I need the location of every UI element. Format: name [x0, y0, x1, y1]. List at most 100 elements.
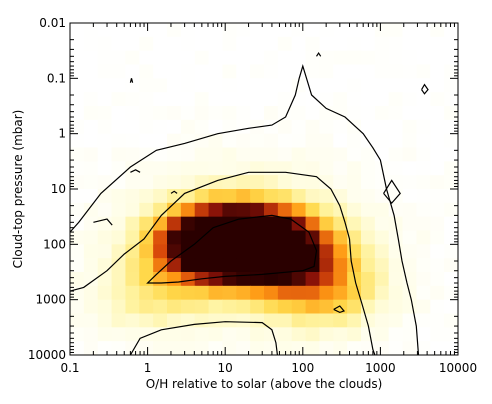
- heatmap-cell: [139, 119, 154, 135]
- heatmap-cell: [333, 341, 348, 355]
- heatmap-cell: [333, 189, 348, 204]
- heatmap-cell: [319, 119, 334, 135]
- heatmap-cell: [97, 147, 113, 162]
- heatmap-cell: [374, 36, 390, 52]
- heatmap-cell: [361, 36, 376, 52]
- heatmap-cell: [333, 202, 348, 218]
- heatmap-cell: [277, 23, 293, 38]
- heatmap-cell: [97, 119, 113, 135]
- heatmap-cell: [167, 175, 182, 190]
- heatmap-cell: [277, 92, 293, 107]
- heatmap-cell: [444, 50, 458, 66]
- heatmap-cell: [208, 175, 224, 190]
- heatmap-cell: [333, 258, 348, 273]
- heatmap-cell: [180, 216, 196, 232]
- heatmap-cell: [430, 133, 445, 149]
- heatmap-cell: [111, 78, 127, 93]
- heatmap-cell: [208, 119, 224, 135]
- heatmap-cell: [194, 133, 210, 149]
- heatmap-cell: [194, 189, 210, 204]
- heatmap-cell: [374, 119, 390, 135]
- heatmap-cell: [402, 161, 418, 176]
- heatmap-cell: [180, 133, 196, 149]
- heatmap-cell: [83, 92, 99, 107]
- heatmap-cell: [333, 244, 348, 259]
- heatmap-cell: [305, 64, 321, 79]
- heatmap-cell: [291, 313, 307, 328]
- heatmap-cell: [125, 147, 140, 162]
- heatmap-cell: [347, 78, 362, 93]
- x-axis-label: O/H relative to solar (above the clouds): [146, 377, 383, 391]
- heatmap-cell: [430, 78, 445, 93]
- heatmap-cell: [167, 230, 182, 245]
- heatmap-cell: [153, 161, 168, 176]
- heatmap-cell: [374, 23, 390, 38]
- heatmap-cell: [83, 78, 99, 93]
- heatmap-cell: [83, 23, 99, 38]
- x-tick-label: 10000: [439, 361, 477, 375]
- heatmap-cell: [374, 64, 390, 79]
- heatmap-cell: [236, 133, 251, 149]
- heatmap-cell: [416, 23, 431, 38]
- heatmap-cell: [374, 258, 390, 273]
- heatmap-cell: [70, 119, 85, 135]
- heatmap-cell: [305, 189, 321, 204]
- heatmap-cell: [291, 244, 307, 259]
- heatmap-cell: [167, 147, 182, 162]
- heatmap-cell: [430, 92, 445, 107]
- plot-area: [70, 23, 458, 355]
- heatmap-cell: [388, 272, 404, 287]
- heatmap-cell: [361, 216, 376, 232]
- heatmap-cell: [444, 92, 458, 107]
- heatmap-cell: [125, 327, 140, 342]
- heatmap-cell: [222, 327, 237, 342]
- heatmap-cell: [277, 133, 293, 149]
- heatmap-cell: [416, 202, 431, 218]
- heatmap-cell: [319, 285, 334, 301]
- heatmap-cell: [139, 92, 154, 107]
- heatmap-cell: [222, 36, 237, 52]
- heatmap-cell: [347, 189, 362, 204]
- heatmap-cell: [194, 147, 210, 162]
- heatmap-cell: [333, 230, 348, 245]
- heatmap-cell: [416, 327, 431, 342]
- heatmap-cell: [305, 23, 321, 38]
- heatmap-cell: [70, 202, 85, 218]
- heatmap-cell: [444, 244, 458, 259]
- heatmap-cell: [111, 216, 127, 232]
- heatmap-cell: [374, 285, 390, 301]
- heatmap-cell: [402, 313, 418, 328]
- heatmap-cell: [70, 147, 85, 162]
- heatmap-cell: [250, 64, 265, 79]
- heatmap-cell: [305, 272, 321, 287]
- heatmap-cell: [111, 258, 127, 273]
- heatmap-cell: [319, 258, 334, 273]
- heatmap-cell: [70, 50, 85, 66]
- heatmap-cell: [319, 299, 334, 315]
- heatmap-cell: [291, 272, 307, 287]
- heatmap-cell: [416, 244, 431, 259]
- heatmap-cell: [430, 64, 445, 79]
- heatmap-cell: [361, 285, 376, 301]
- heatmap-cell: [416, 175, 431, 190]
- heatmap-cell: [222, 64, 237, 79]
- heatmap-cell: [402, 106, 418, 121]
- heatmap-cell: [83, 313, 99, 328]
- heatmap-cell: [153, 258, 168, 273]
- heatmap-cell: [264, 64, 279, 79]
- heatmap-cell: [264, 106, 279, 121]
- contour-blip: [130, 169, 141, 173]
- heatmap-cell: [125, 106, 140, 121]
- heatmap-cell: [97, 189, 113, 204]
- heatmap-cell: [139, 64, 154, 79]
- heatmap-cell: [70, 106, 85, 121]
- heatmap-cell: [111, 23, 127, 38]
- heatmap-cell: [83, 106, 99, 121]
- heatmap-cell: [70, 161, 85, 176]
- heatmap-cell: [180, 341, 196, 355]
- heatmap-cell: [180, 175, 196, 190]
- heatmap-cell: [83, 216, 99, 232]
- heatmap-cell: [83, 272, 99, 287]
- heatmap-cell: [374, 92, 390, 107]
- heatmap-cell: [250, 23, 265, 38]
